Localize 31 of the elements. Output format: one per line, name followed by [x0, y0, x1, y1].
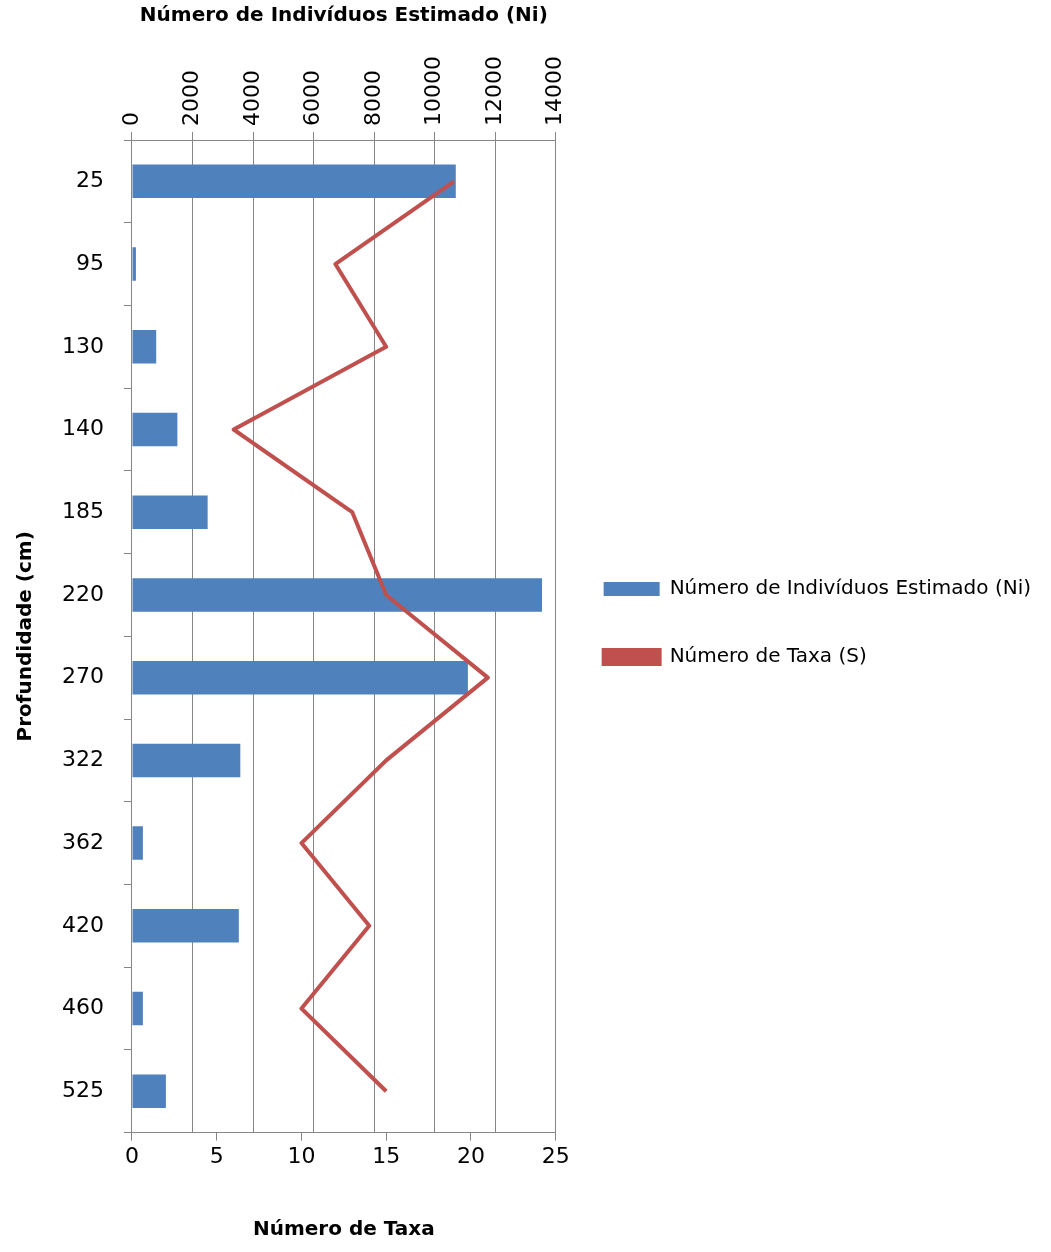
x-tick-label: 10 — [287, 1142, 316, 1168]
y-tick-label: 95 — [75, 249, 104, 275]
y-tick-label: 140 — [61, 415, 104, 441]
y-tick-label: 130 — [61, 332, 104, 358]
x2-tick-label: 6000 — [299, 70, 325, 126]
x-tick-label: 0 — [124, 1142, 139, 1168]
x-tick-label: 5 — [209, 1142, 224, 1168]
x-axis-title: Número de Taxa — [252, 1216, 435, 1241]
y-tick-label: 220 — [61, 580, 104, 606]
y-tick-label: 525 — [61, 1076, 104, 1102]
y-tick-label: 185 — [61, 497, 104, 523]
y-tick-label: 460 — [61, 994, 104, 1020]
y-tick-label: 322 — [61, 746, 104, 772]
y-tick-label: 362 — [61, 828, 104, 854]
y-tick-label: 25 — [75, 167, 104, 193]
x-tick-label: 20 — [456, 1142, 485, 1168]
x2-tick-label: 0 — [117, 112, 143, 126]
x2-axis-title: Número de Indivíduos Estimado (Ni) — [139, 2, 548, 27]
x-tick-label: 25 — [541, 1142, 570, 1168]
x2-tick-label: 12000 — [480, 56, 506, 126]
x2-tick-label: 14000 — [541, 56, 567, 126]
x2-tick-label: 8000 — [359, 70, 385, 126]
x2-tick-label: 4000 — [238, 70, 264, 126]
x-tick-label: 15 — [372, 1142, 401, 1168]
y-tick-label: 270 — [61, 663, 104, 689]
x2-tick-label: 10000 — [420, 56, 446, 126]
y-tick-label: 420 — [61, 911, 104, 937]
legend-label: Número de Indivíduos Estimado (Ni) — [669, 575, 1032, 600]
x2-tick-label: 2000 — [178, 70, 204, 126]
legend-label: Número de Taxa (S) — [669, 643, 867, 668]
y-axis-title: Profundidade (cm) — [12, 531, 37, 742]
